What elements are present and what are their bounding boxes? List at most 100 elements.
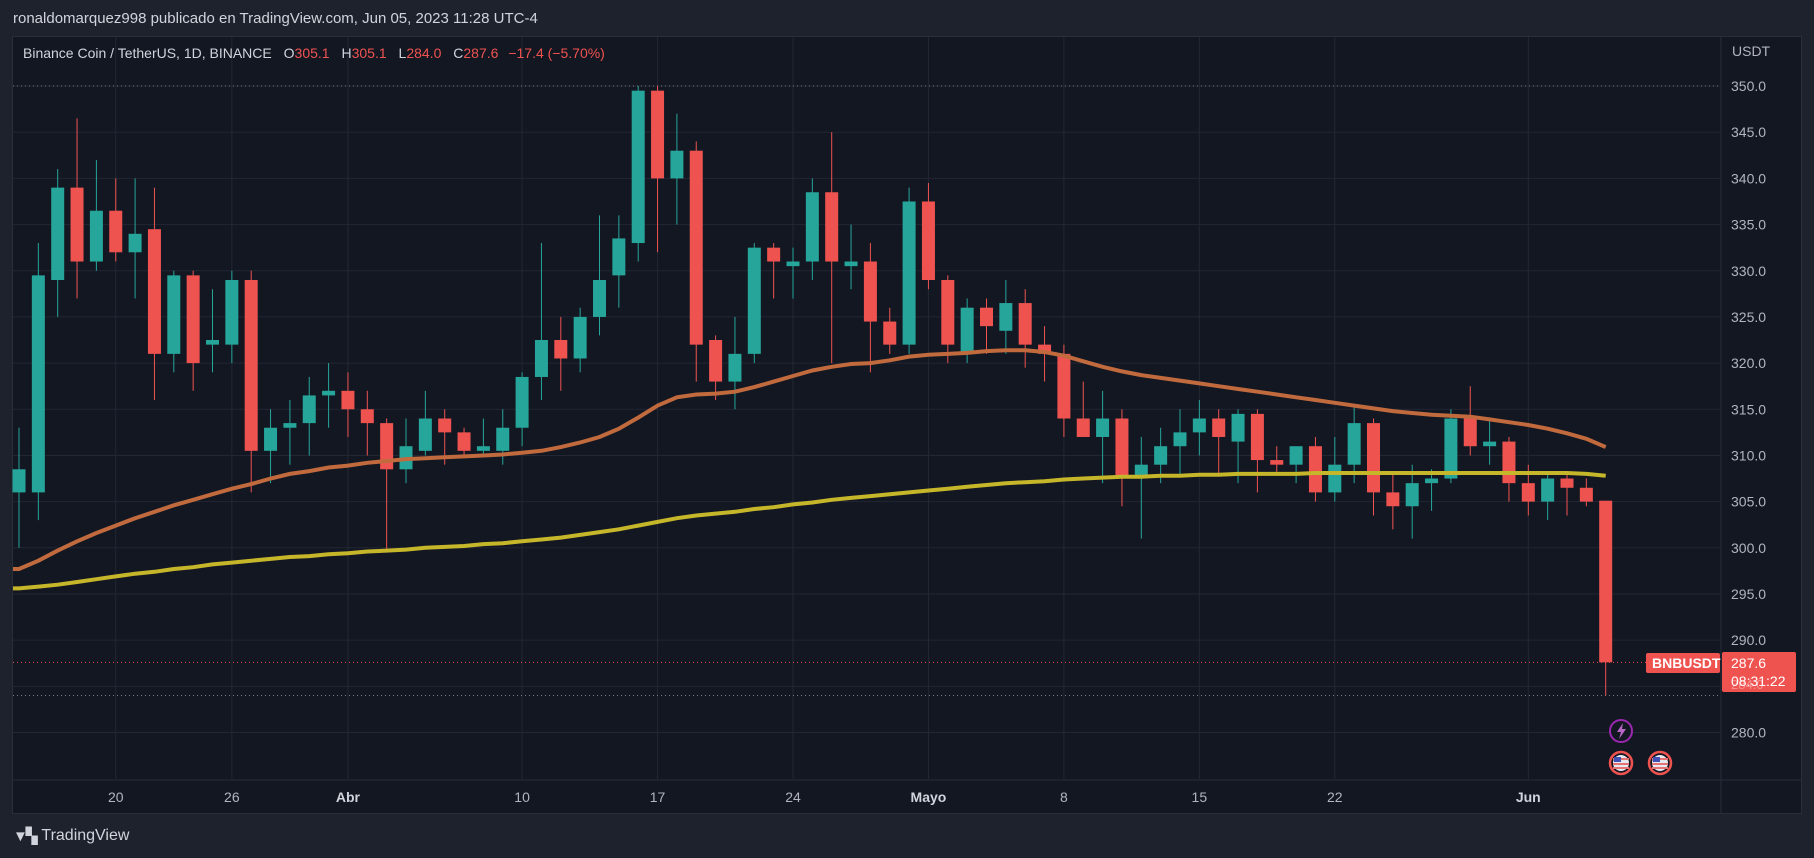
candle (1115, 409, 1129, 507)
hidden-level-label: 284.0 (1731, 677, 1764, 692)
ma-short-line (13, 348, 1607, 571)
candle-body (457, 432, 471, 451)
candle (515, 372, 529, 447)
candle (941, 275, 955, 364)
candle-body (515, 376, 529, 428)
price-axis[interactable]: USDT 280.0285.0290.0295.0300.0305.0310.0… (1731, 43, 1771, 741)
y-tick-label: 325.0 (1731, 309, 1766, 325)
close-label: C (453, 45, 464, 61)
candle (399, 418, 413, 484)
candle-body (418, 418, 432, 451)
last-price-value: 287.6 (1731, 655, 1766, 671)
candle (689, 141, 703, 382)
candle-body (1328, 464, 1342, 493)
x-tick-label: 8 (1060, 789, 1068, 805)
grid-lines (13, 37, 1720, 779)
event-markers[interactable] (1608, 719, 1673, 776)
symbol-tag: BNBUSDT (1652, 655, 1721, 671)
candle-body (1405, 483, 1419, 507)
candle-body (1367, 423, 1380, 493)
us-flag-event-icon[interactable] (1647, 750, 1673, 776)
candle-body (1018, 303, 1032, 345)
candle-body (1270, 460, 1284, 465)
candle-body (999, 303, 1013, 331)
tradingview-logo-icon: ▼▚ (13, 828, 37, 845)
low-value: 284.0 (406, 45, 442, 61)
y-tick-label: 280.0 (1731, 725, 1766, 741)
candle-body (1173, 432, 1187, 447)
open-label: O (283, 45, 295, 61)
candle (283, 400, 297, 465)
candle-body (1057, 353, 1071, 419)
candle (1289, 446, 1303, 484)
moving-averages (13, 348, 1607, 591)
candle-body (1541, 478, 1555, 502)
candle-body (825, 192, 839, 262)
candle-body (302, 395, 316, 424)
high-value: 305.1 (351, 45, 387, 61)
candle-body (109, 210, 123, 253)
candle (1134, 436, 1148, 539)
candle (863, 243, 877, 373)
candle (1386, 473, 1400, 530)
candle-body (554, 340, 568, 359)
tradingview-logo[interactable]: ▼▚ TradingView (13, 827, 129, 845)
lightning-event-icon[interactable] (1609, 719, 1633, 743)
candle (70, 118, 84, 299)
candle (1270, 446, 1284, 474)
candle-body (1463, 418, 1477, 447)
y-tick-label: 290.0 (1731, 632, 1766, 648)
candle (883, 307, 897, 354)
candle-body (651, 90, 665, 179)
ma-long-line (13, 471, 1606, 591)
candle (534, 243, 548, 401)
candlestick-chart[interactable]: USDT 280.0285.0290.0295.0300.0305.0310.0… (0, 0, 1814, 814)
y-tick-label: 330.0 (1731, 263, 1766, 279)
top-bar: ronaldomarquez998 publicado en TradingVi… (0, 0, 1814, 36)
reference-lines (13, 85, 1720, 697)
candle-body (593, 279, 606, 317)
candle-body (167, 275, 181, 354)
candle-body (1250, 413, 1264, 461)
candle-body (747, 247, 761, 354)
candle-body (941, 279, 955, 345)
candle-body (1115, 418, 1129, 479)
candle (1502, 436, 1516, 502)
open-value: 305.1 (294, 45, 330, 61)
candle-body (612, 238, 626, 276)
candle-body (1038, 344, 1052, 354)
candle (1212, 409, 1226, 474)
candle-body (186, 275, 200, 364)
y-tick-label: 340.0 (1731, 170, 1766, 186)
x-tick-label: 26 (224, 789, 240, 805)
footer-bar (0, 814, 1814, 858)
candles (12, 86, 1613, 696)
x-tick-label: 15 (1192, 789, 1208, 805)
candle-body (573, 316, 587, 359)
time-axis[interactable]: 20 26 Abr 10 17 24 Mayo 8 15 22 Jun (108, 789, 1541, 805)
x-tick-label: 20 (108, 789, 124, 805)
candle (805, 178, 819, 280)
candle (1483, 418, 1497, 465)
candle-body (438, 418, 452, 433)
last-price-tag[interactable]: BNBUSDT 284.0 287.6 08:31:22 (1646, 652, 1796, 692)
us-flag-event-icon[interactable] (1608, 750, 1634, 776)
candle (1541, 473, 1555, 521)
candle (89, 159, 103, 271)
candle-body (805, 192, 819, 262)
candle (573, 307, 587, 373)
tradingview-logo-text: TradingView (41, 827, 130, 844)
candle-body (1483, 441, 1497, 447)
candle (1425, 469, 1439, 511)
high-label: H (341, 45, 352, 61)
candle-body (341, 390, 355, 410)
symbol-description: Binance Coin / TetherUS, 1D, BINANCE (23, 45, 272, 61)
candle (1096, 390, 1110, 484)
candle (980, 298, 993, 354)
symbol-tag-bg (1646, 653, 1720, 673)
candle (651, 86, 665, 253)
candle-body (283, 423, 297, 428)
chart-frame[interactable] (12, 36, 1802, 814)
candle (128, 178, 142, 299)
candle (1599, 500, 1613, 696)
